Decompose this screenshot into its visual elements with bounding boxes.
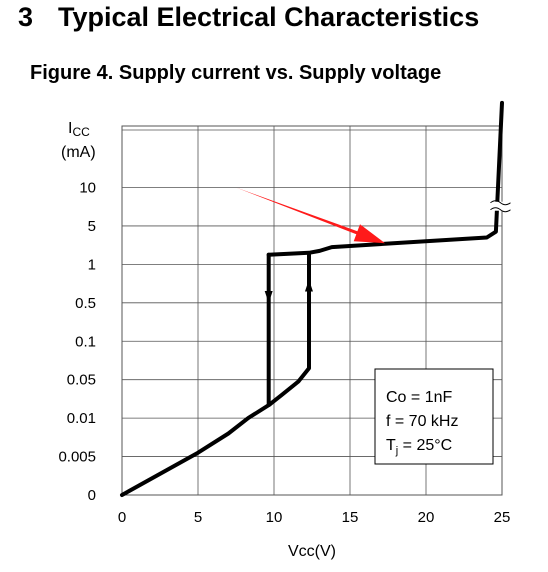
section-title-text: Typical Electrical Characteristics [58, 2, 480, 32]
axis-break-line-lower [490, 207, 511, 213]
x-tick-labels: 0 5 10 15 20 25 [118, 509, 511, 526]
axis-break-line-upper [490, 200, 511, 206]
figure-title: Figure 4. Supply current vs. Supply volt… [30, 62, 442, 84]
y-tick-label: 10 [79, 180, 96, 197]
y-tick-label: 0.005 [58, 449, 96, 466]
highlight-arrow [236, 187, 385, 244]
y-tick-label: 0.05 [67, 372, 96, 389]
section-number: 3 [18, 2, 34, 32]
curve-segment-3 [266, 100, 504, 257]
curve-group [120, 100, 504, 497]
arrow-up-marker [304, 279, 313, 292]
curve-segment-2 [267, 252, 311, 407]
x-tick-label: 5 [194, 509, 202, 526]
x-tick-label: 25 [494, 509, 511, 526]
y-tick-label: 5 [88, 218, 96, 235]
red-highlight-arrow [236, 187, 385, 244]
x-tick-label: 20 [418, 509, 435, 526]
y-tick-labels: 0 0.005 0.01 0.05 0.1 0.5 1 5 10 [58, 180, 96, 505]
direction-arrows [264, 279, 313, 304]
y-axis-label: ICC [68, 120, 90, 139]
section-title: 3 Typical Electrical Characteristics [18, 2, 479, 33]
arrow-down-marker [264, 291, 273, 304]
y-tick-label: 0.1 [75, 333, 96, 350]
x-axis-label: Vcc(V) [288, 543, 336, 560]
conditions-box-frame [374, 368, 494, 465]
axis-break-gap [491, 201, 510, 211]
y-axis-unit: (mA) [61, 144, 96, 161]
y-tick-label: 0.5 [75, 295, 96, 312]
condition-co: Co = 1nF [386, 389, 452, 406]
y-tick-label: 0 [88, 487, 96, 504]
y-tick-label: 0.01 [67, 410, 96, 427]
plot-frame [121, 125, 503, 496]
x-tick-label: 0 [118, 509, 126, 526]
condition-temperature: Tj = 25°C [386, 437, 452, 457]
axis-break-mark [490, 200, 511, 213]
x-tick-label: 15 [342, 509, 359, 526]
y-tick-label: 1 [88, 256, 96, 273]
condition-frequency: f = 70 kHz [386, 413, 458, 430]
curve-segment-1 [120, 402, 272, 497]
conditions-box: Co = 1nF f = 70 kHz Tj = 25°C [374, 368, 494, 465]
x-tick-label: 10 [266, 509, 283, 526]
